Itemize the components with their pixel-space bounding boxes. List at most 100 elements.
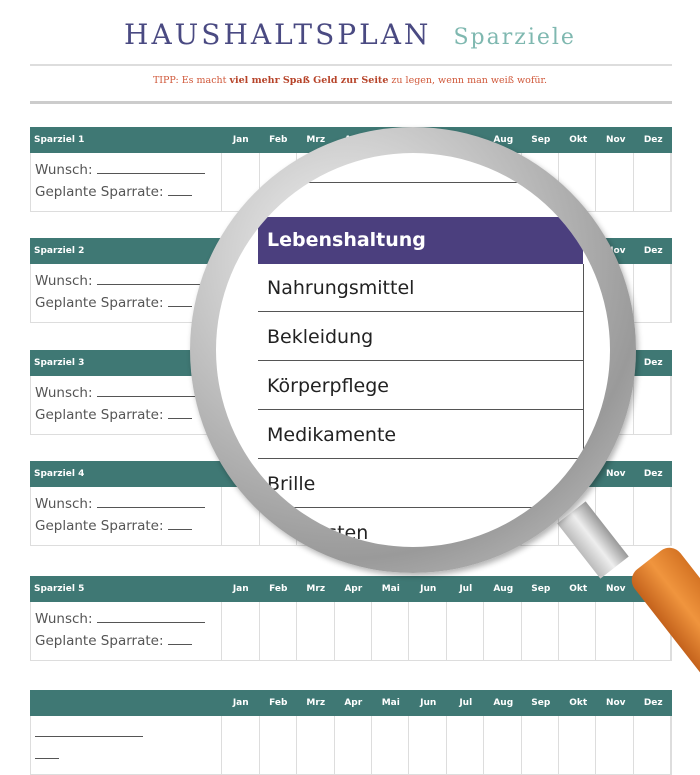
zoomed-row: Brille (258, 460, 583, 508)
rate-field[interactable] (167, 644, 192, 645)
month-cell[interactable] (596, 264, 634, 322)
month-cell[interactable] (634, 487, 672, 545)
month-cell[interactable] (596, 716, 634, 774)
wish-label: Wunsch: (35, 162, 93, 178)
wish-label: Wunsch: (35, 273, 93, 289)
goal-labels (31, 716, 223, 774)
month-cell[interactable] (596, 376, 634, 434)
rate-field[interactable] (167, 306, 192, 307)
month-cell[interactable] (297, 602, 335, 660)
rate-field[interactable] (167, 529, 192, 530)
month-label: Okt (569, 135, 588, 145)
month-cell[interactable] (335, 602, 372, 660)
month-label: Mrz (306, 584, 326, 594)
rate-field[interactable] (35, 758, 59, 759)
goal-name: Sparziel 2 (34, 246, 85, 256)
month-cell[interactable] (522, 716, 559, 774)
wish-label: Wunsch: (35, 385, 93, 401)
month-cell[interactable] (372, 716, 410, 774)
title-main: HAUSHALTSPLAN (124, 18, 432, 51)
rate-label: Geplante Sparrate: (35, 518, 164, 534)
zoomed-header: Lebenshaltung (258, 217, 583, 264)
wish-field[interactable] (96, 173, 205, 174)
month-cell[interactable] (222, 716, 260, 774)
wish-field[interactable] (96, 396, 205, 397)
month-cell[interactable] (372, 602, 410, 660)
month-cell[interactable] (596, 153, 634, 211)
month-cell[interactable] (634, 376, 672, 434)
month-cell[interactable] (484, 602, 522, 660)
month-cell[interactable] (484, 716, 522, 774)
month-cell[interactable] (559, 602, 597, 660)
month-label: Jun (420, 584, 437, 594)
rate-field[interactable] (167, 418, 192, 419)
table-line (583, 264, 584, 547)
month-cell[interactable] (409, 602, 447, 660)
goal-name: Sparziel 4 (34, 469, 85, 479)
title-sub: Sparziele (453, 25, 576, 50)
month-label: Feb (269, 135, 288, 145)
month-cell[interactable] (522, 602, 559, 660)
month-cell[interactable] (596, 487, 634, 545)
goal-body (30, 716, 672, 775)
month-cell[interactable] (596, 602, 634, 660)
rate-field[interactable] (167, 195, 192, 196)
table-line (276, 182, 576, 183)
goal-labels: Wunsch: Geplante Sparrate: (31, 153, 223, 211)
month-label: Dez (643, 358, 663, 368)
month-label: Sep (531, 584, 551, 594)
goal-name: Sparziel 1 (34, 135, 85, 145)
zoomed-row: Nahrungsmittel (258, 264, 583, 312)
rate-label: Geplante Sparrate: (35, 184, 164, 200)
wish-label: Wunsch: (35, 611, 93, 627)
month-cell[interactable] (634, 264, 672, 322)
month-label: Apr (344, 584, 363, 594)
savings-goal-6: Jan Feb Mrz Apr Mai Jun Jul Aug Sep Okt Nov Dez (30, 690, 672, 775)
goal-labels: Wunsch: Geplante Sparrate: (31, 487, 223, 545)
rate-label: Geplante Sparrate: (35, 407, 164, 423)
divider (30, 64, 672, 66)
goal-labels: Wunsch: Geplante Sparrate: (31, 602, 223, 660)
month-cell[interactable] (409, 716, 447, 774)
month-label: Okt (569, 584, 588, 594)
savings-goal-5: Sparziel 5 Jan Feb Mrz Apr Mai Jun Jul Aug Sep Okt… (30, 576, 672, 661)
wish-field[interactable] (96, 284, 205, 285)
wish-field[interactable] (96, 622, 205, 623)
month-cell[interactable] (260, 716, 298, 774)
month-cell[interactable] (634, 716, 672, 774)
month-label: Jul (459, 584, 473, 594)
month-cell[interactable] (222, 487, 260, 545)
goal-body: Wunsch: Geplante Sparrate: (30, 602, 672, 661)
month-cell[interactable] (222, 602, 260, 660)
month-label: Aug (493, 135, 514, 145)
goal-name: Sparziel 5 (34, 584, 85, 594)
tip-suffix: zu legen, wenn man weiß wofür. (388, 75, 548, 86)
tip-text: TIPP: Es macht viel mehr Spaß Geld zur S… (0, 75, 700, 86)
month-cell[interactable] (559, 153, 597, 211)
goal-header: Jan Feb Mrz Apr Mai Jun Jul Aug Sep Okt Nov Dez (30, 690, 672, 716)
magnifier-lens: Lebenshaltung Nahrungsmittel Bekleidung Kö… (216, 153, 610, 547)
month-label: Jan (232, 584, 249, 594)
month-label: Mrz (306, 135, 326, 145)
month-cell[interactable] (260, 602, 298, 660)
month-cell[interactable] (335, 716, 372, 774)
month-cell[interactable] (222, 153, 260, 211)
tip-bold: viel mehr Spaß Geld zur Seite (229, 75, 389, 86)
zoomed-row: Körperpflege (258, 362, 583, 410)
month-label: Dez (643, 246, 663, 256)
month-label: Nov (605, 135, 626, 145)
wish-field[interactable] (96, 507, 205, 508)
month-cell[interactable] (447, 602, 485, 660)
month-cell[interactable] (559, 716, 597, 774)
month-cell[interactable] (297, 716, 335, 774)
rate-label: Geplante Sparrate: (35, 295, 164, 311)
month-cell[interactable] (447, 716, 485, 774)
zoomed-row: Medikamente (258, 411, 583, 459)
month-label: Feb (269, 584, 288, 594)
month-label: Dez (643, 469, 663, 479)
goal-header: Sparziel 5 Jan Feb Mrz Apr Mai Jun Jul Aug Sep Okt… (30, 576, 672, 602)
month-label: Nov (605, 584, 626, 594)
wish-field[interactable] (35, 736, 143, 737)
zoomed-row: Arztkosten (258, 509, 583, 547)
month-cell[interactable] (634, 153, 672, 211)
